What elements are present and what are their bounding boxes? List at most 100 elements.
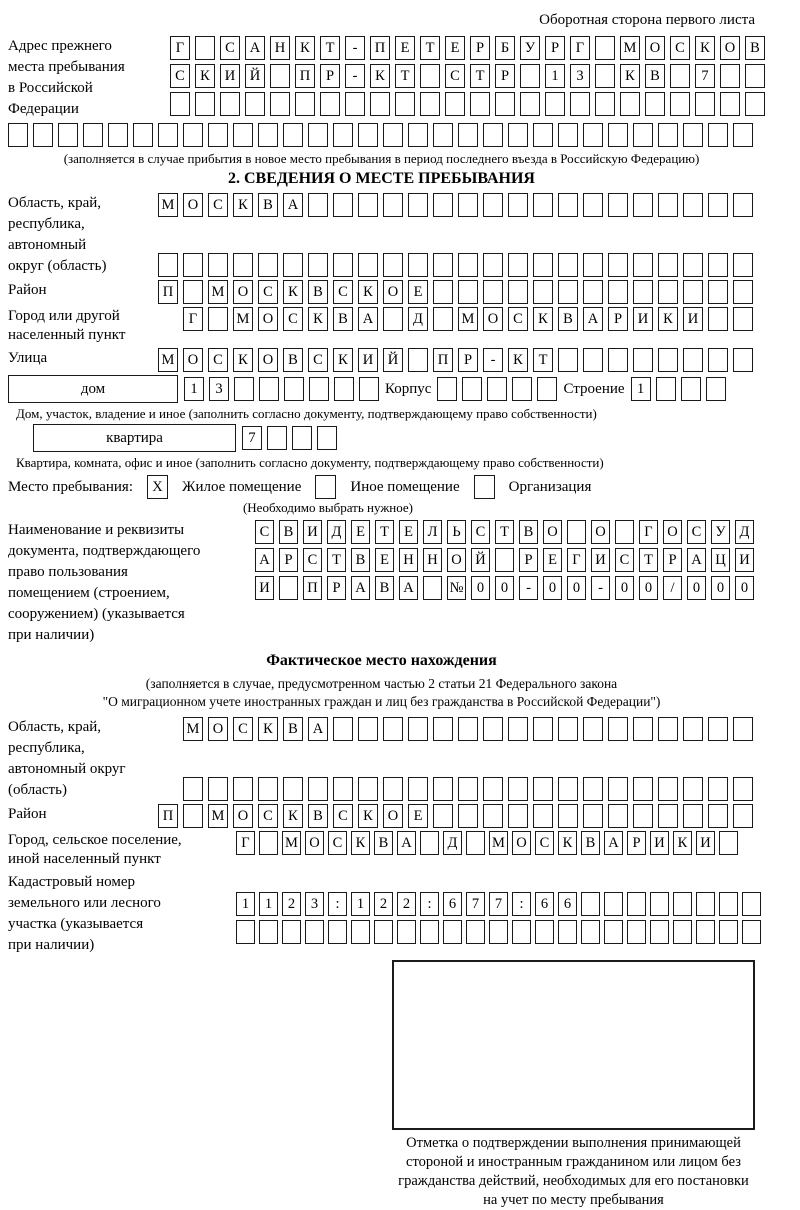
char-box[interactable]: С <box>328 831 347 855</box>
char-box[interactable]: 0 <box>543 576 562 600</box>
char-box[interactable] <box>683 280 703 304</box>
char-box[interactable] <box>533 193 553 217</box>
char-box[interactable]: Г <box>570 36 590 60</box>
char-box[interactable] <box>358 717 378 741</box>
char-box[interactable]: С <box>508 307 528 331</box>
char-box[interactable] <box>581 892 600 916</box>
char-box[interactable]: О <box>383 280 403 304</box>
char-box[interactable] <box>595 64 615 88</box>
char-box[interactable] <box>645 92 665 116</box>
char-box[interactable] <box>383 777 403 801</box>
char-box[interactable] <box>334 377 354 401</box>
char-box[interactable]: Г <box>236 831 255 855</box>
char-box[interactable]: И <box>220 64 240 88</box>
char-box[interactable]: П <box>433 348 453 372</box>
char-box[interactable]: М <box>158 348 178 372</box>
char-box[interactable] <box>673 892 692 916</box>
char-box[interactable]: К <box>358 804 378 828</box>
char-box[interactable] <box>8 123 28 147</box>
char-box[interactable]: А <box>351 576 370 600</box>
char-box[interactable] <box>408 123 428 147</box>
char-box[interactable]: К <box>558 831 577 855</box>
char-box[interactable]: Р <box>545 36 565 60</box>
char-box[interactable] <box>733 193 753 217</box>
char-box[interactable] <box>433 123 453 147</box>
char-box[interactable]: Т <box>533 348 553 372</box>
char-box[interactable] <box>195 36 215 60</box>
char-box[interactable]: 7 <box>242 426 262 450</box>
char-box[interactable]: В <box>308 280 328 304</box>
char-box[interactable] <box>58 123 78 147</box>
char-box[interactable]: К <box>258 717 278 741</box>
char-box[interactable]: В <box>283 717 303 741</box>
char-box[interactable]: Р <box>608 307 628 331</box>
char-box[interactable] <box>284 377 304 401</box>
char-box[interactable]: Р <box>320 64 340 88</box>
char-box[interactable]: О <box>183 348 203 372</box>
char-box[interactable]: К <box>358 280 378 304</box>
char-box[interactable] <box>408 253 428 277</box>
char-box[interactable]: О <box>720 36 740 60</box>
char-box[interactable] <box>733 717 753 741</box>
char-box[interactable]: 3 <box>305 892 324 916</box>
char-box[interactable]: О <box>258 348 278 372</box>
char-box[interactable] <box>633 280 653 304</box>
char-box[interactable] <box>233 123 253 147</box>
char-box[interactable] <box>279 576 298 600</box>
char-box[interactable] <box>267 426 287 450</box>
char-box[interactable]: С <box>208 348 228 372</box>
char-box[interactable] <box>742 920 761 944</box>
char-box[interactable] <box>558 920 577 944</box>
char-box[interactable] <box>495 548 514 572</box>
char-box[interactable] <box>433 253 453 277</box>
char-box[interactable] <box>719 892 738 916</box>
char-box[interactable] <box>608 253 628 277</box>
char-box[interactable] <box>483 253 503 277</box>
char-box[interactable] <box>558 123 578 147</box>
char-box[interactable] <box>234 377 254 401</box>
char-box[interactable] <box>358 123 378 147</box>
char-box[interactable]: И <box>735 548 754 572</box>
char-box[interactable] <box>658 193 678 217</box>
char-box[interactable]: 6 <box>535 892 554 916</box>
char-box[interactable] <box>282 920 301 944</box>
char-box[interactable]: - <box>345 36 365 60</box>
char-box[interactable] <box>508 717 528 741</box>
char-box[interactable] <box>359 377 379 401</box>
char-box[interactable]: 3 <box>209 377 229 401</box>
char-box[interactable]: К <box>658 307 678 331</box>
char-box[interactable] <box>708 280 728 304</box>
char-box[interactable] <box>489 920 508 944</box>
char-box[interactable]: Г <box>639 520 658 544</box>
char-box[interactable]: Е <box>351 520 370 544</box>
char-box[interactable]: Д <box>408 307 428 331</box>
char-box[interactable] <box>695 92 715 116</box>
char-box[interactable] <box>537 377 558 401</box>
char-box[interactable] <box>683 348 703 372</box>
char-box[interactable] <box>270 92 290 116</box>
char-box[interactable]: С <box>333 804 353 828</box>
char-box[interactable]: А <box>308 717 328 741</box>
char-box[interactable] <box>533 253 553 277</box>
char-box[interactable] <box>183 777 203 801</box>
char-box[interactable]: А <box>245 36 265 60</box>
char-box[interactable]: О <box>383 804 403 828</box>
char-box[interactable]: Б <box>495 36 515 60</box>
char-box[interactable] <box>383 253 403 277</box>
char-box[interactable]: В <box>374 831 393 855</box>
char-box[interactable] <box>696 920 715 944</box>
char-box[interactable] <box>328 920 347 944</box>
char-box[interactable]: Н <box>423 548 442 572</box>
char-box[interactable] <box>658 717 678 741</box>
char-box[interactable]: А <box>358 307 378 331</box>
char-box[interactable] <box>558 804 578 828</box>
char-box[interactable]: 6 <box>443 892 462 916</box>
char-box[interactable]: А <box>399 576 418 600</box>
char-box[interactable]: А <box>687 548 706 572</box>
char-box[interactable] <box>680 377 701 401</box>
char-box[interactable] <box>383 123 403 147</box>
char-box[interactable] <box>658 777 678 801</box>
char-box[interactable] <box>308 777 328 801</box>
char-box[interactable] <box>333 777 353 801</box>
char-box[interactable] <box>733 280 753 304</box>
